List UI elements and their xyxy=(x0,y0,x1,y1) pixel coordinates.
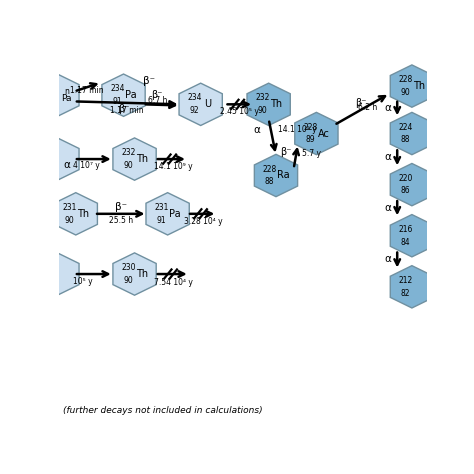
Text: β⁻: β⁻ xyxy=(143,76,155,86)
Text: Th: Th xyxy=(413,81,426,91)
Text: 220: 220 xyxy=(399,174,413,183)
Text: 231: 231 xyxy=(63,203,77,212)
Text: Th: Th xyxy=(77,209,89,219)
Text: β⁻: β⁻ xyxy=(280,147,292,157)
Polygon shape xyxy=(146,192,189,235)
Polygon shape xyxy=(54,192,98,235)
Text: 224: 224 xyxy=(399,123,413,132)
Text: U: U xyxy=(205,100,212,109)
Text: α: α xyxy=(384,255,392,264)
Polygon shape xyxy=(36,253,79,295)
Text: 216: 216 xyxy=(399,225,413,234)
Text: 82: 82 xyxy=(401,289,410,298)
Text: 7.54 10⁴ y: 7.54 10⁴ y xyxy=(154,278,192,287)
Text: 89: 89 xyxy=(305,136,315,145)
Text: 4 10⁷ y: 4 10⁷ y xyxy=(73,161,100,170)
Text: Pa: Pa xyxy=(125,90,137,100)
Text: β⁻: β⁻ xyxy=(118,104,129,114)
Text: 234: 234 xyxy=(110,84,125,93)
Text: Th: Th xyxy=(136,269,148,279)
Text: 90: 90 xyxy=(64,216,74,225)
Text: 88: 88 xyxy=(401,136,410,145)
Text: 6.7 h: 6.7 h xyxy=(148,96,167,105)
Text: 90: 90 xyxy=(257,106,267,115)
Text: 6.2 h: 6.2 h xyxy=(358,103,377,112)
Text: α: α xyxy=(384,152,392,162)
Text: n: n xyxy=(64,87,69,96)
Text: 90: 90 xyxy=(123,161,133,170)
Text: 228: 228 xyxy=(303,123,317,132)
Text: 228: 228 xyxy=(263,164,277,173)
Polygon shape xyxy=(102,74,145,117)
Polygon shape xyxy=(113,253,156,295)
Polygon shape xyxy=(390,265,434,308)
Text: 14.1 10⁹ y: 14.1 10⁹ y xyxy=(154,162,192,171)
Text: 90: 90 xyxy=(401,88,410,97)
Text: 228: 228 xyxy=(399,75,413,84)
Text: 232: 232 xyxy=(121,148,136,157)
Text: Ra: Ra xyxy=(277,171,290,181)
Polygon shape xyxy=(390,112,434,155)
Polygon shape xyxy=(36,138,79,180)
Text: β⁻: β⁻ xyxy=(151,90,162,100)
Text: 88: 88 xyxy=(265,177,274,186)
Polygon shape xyxy=(113,138,156,180)
Polygon shape xyxy=(390,164,434,206)
Text: α: α xyxy=(254,125,260,135)
Text: β⁻: β⁻ xyxy=(115,201,127,211)
Text: 91: 91 xyxy=(156,216,166,225)
Text: Ac: Ac xyxy=(318,128,330,138)
Text: 90: 90 xyxy=(123,276,133,285)
Text: 230: 230 xyxy=(121,263,136,272)
Text: 84: 84 xyxy=(401,237,410,246)
Text: 212: 212 xyxy=(399,276,413,285)
Text: 3.28 10⁴ y: 3.28 10⁴ y xyxy=(184,217,223,226)
Polygon shape xyxy=(179,83,222,126)
Text: 231: 231 xyxy=(154,203,169,212)
Polygon shape xyxy=(247,83,290,126)
Text: Th: Th xyxy=(136,154,148,164)
Text: α: α xyxy=(384,203,392,213)
Text: 234: 234 xyxy=(187,93,201,102)
Text: 1.17 min: 1.17 min xyxy=(110,106,144,115)
Text: 14.1 10⁹ y: 14.1 10⁹ y xyxy=(278,126,317,134)
Polygon shape xyxy=(255,155,298,197)
Text: 86: 86 xyxy=(401,186,410,195)
Text: α: α xyxy=(384,103,392,113)
Text: (further decays not included in calculations): (further decays not included in calculat… xyxy=(63,406,263,415)
Text: 25.5 h: 25.5 h xyxy=(109,216,133,225)
Text: 232: 232 xyxy=(255,93,270,102)
Text: 5.7 y: 5.7 y xyxy=(301,149,321,158)
Text: 92: 92 xyxy=(190,106,199,115)
Text: α: α xyxy=(63,160,70,170)
Polygon shape xyxy=(390,215,434,257)
Text: 2.45 10⁵ y: 2.45 10⁵ y xyxy=(220,107,259,116)
Text: 91: 91 xyxy=(112,97,122,106)
Text: β⁻: β⁻ xyxy=(355,98,366,108)
Text: Pa: Pa xyxy=(61,94,72,103)
Polygon shape xyxy=(390,65,434,107)
Text: 1.17 min: 1.17 min xyxy=(70,86,104,95)
Text: Pa: Pa xyxy=(169,209,181,219)
Polygon shape xyxy=(36,74,79,117)
Text: Th: Th xyxy=(270,100,282,109)
Polygon shape xyxy=(295,112,338,155)
Text: 10⁵ y: 10⁵ y xyxy=(73,277,93,286)
